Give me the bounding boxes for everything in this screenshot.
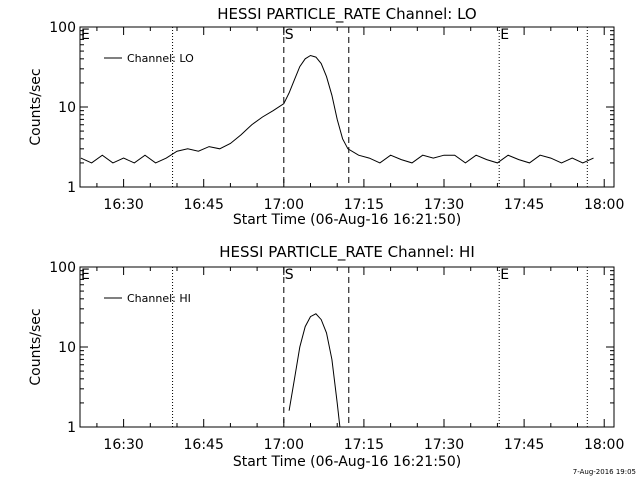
legend-label: Channel: HI <box>127 292 191 305</box>
chart-panel-hi: HESSI PARTICLE_RATE Channel: HI 1 10 100 16:… <box>28 243 624 470</box>
x-tick-label: 17:30 <box>424 197 464 213</box>
chart-title: HESSI PARTICLE_RATE Channel: LO <box>217 5 476 24</box>
footer-timestamp: 7-Aug-2016 19:05 <box>573 468 636 476</box>
x-tick-label: 17:15 <box>344 197 384 213</box>
y-tick-label: 1 <box>67 420 76 436</box>
x-tick-label: 17:45 <box>504 197 544 213</box>
x-tick-label: 16:45 <box>184 197 224 213</box>
chart-panel-lo: HESSI PARTICLE_RATE Channel: LO 1 10 100 16:… <box>28 5 624 228</box>
y-tick-label: 10 <box>58 100 76 116</box>
plot-frame <box>79 266 615 428</box>
x-axis-label: Start Time (06-Aug-16 16:21:50) <box>233 212 461 228</box>
x-tick-label: 17:30 <box>424 437 464 453</box>
x-tick-label: 18:00 <box>584 437 624 453</box>
series-line <box>288 313 341 428</box>
y-tick-label: 10 <box>58 340 76 356</box>
x-tick-label: 17:00 <box>264 437 304 453</box>
y-axis-label: Counts/sec <box>28 308 44 385</box>
x-tick-label: 16:30 <box>103 437 143 453</box>
x-tick-label: 16:30 <box>103 197 143 213</box>
series-line <box>80 54 594 164</box>
x-axis-label: Start Time (06-Aug-16 16:21:50) <box>233 454 461 470</box>
x-tick-label: 17:00 <box>264 197 304 213</box>
y-tick-label: 100 <box>49 20 76 36</box>
time-marker-label: S <box>285 27 294 43</box>
x-tick-label: 16:45 <box>184 437 224 453</box>
x-tick-label: 17:45 <box>504 437 544 453</box>
plot-frame <box>79 26 615 188</box>
y-tick-label: 100 <box>49 260 76 276</box>
y-axis-label: Counts/sec <box>28 68 44 145</box>
legend-label: Channel: LO <box>127 52 194 65</box>
x-tick-label: 18:00 <box>584 197 624 213</box>
y-tick-label: 1 <box>67 180 76 196</box>
time-marker-label: E <box>500 267 509 283</box>
chart-title: HESSI PARTICLE_RATE Channel: HI <box>219 243 475 262</box>
time-marker-label: E <box>500 27 509 43</box>
time-marker-label: S <box>285 267 294 283</box>
x-tick-label: 17:15 <box>344 437 384 453</box>
time-marker-label: E <box>81 267 90 283</box>
time-marker-label: E <box>81 27 90 43</box>
